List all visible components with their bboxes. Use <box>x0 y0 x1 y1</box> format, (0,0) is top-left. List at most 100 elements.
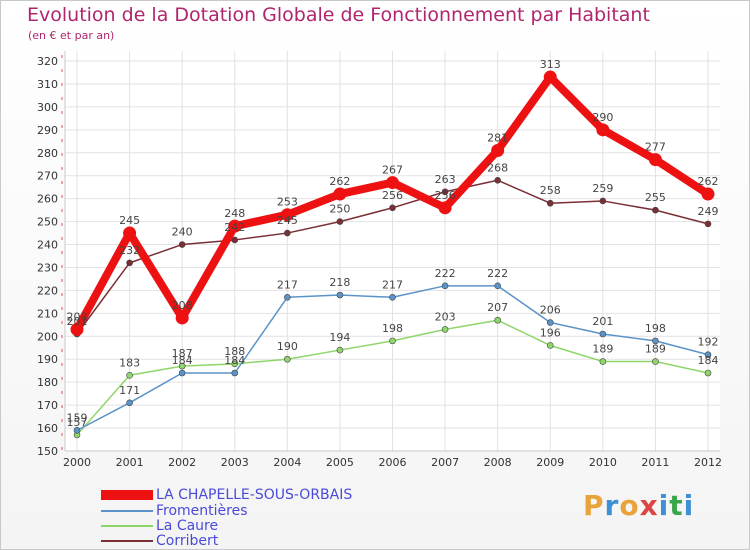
data-label: 248 <box>224 207 245 220</box>
y-tick-label: 150 <box>37 445 58 458</box>
data-point <box>652 206 659 214</box>
y-tick-label: 310 <box>37 78 58 91</box>
data-point <box>704 220 712 228</box>
logo-letter: i <box>683 489 695 522</box>
data-label: 217 <box>277 278 298 291</box>
data-label: 203 <box>67 310 88 323</box>
data-label: 245 <box>277 214 298 227</box>
data-label: 259 <box>592 182 613 195</box>
data-point <box>494 176 501 184</box>
data-label: 188 <box>224 345 245 358</box>
data-label: 242 <box>224 221 245 234</box>
y-tick-label: 230 <box>37 261 58 274</box>
data-label: 184 <box>698 354 719 367</box>
data-point <box>231 369 239 377</box>
data-point <box>596 123 610 137</box>
data-label: 258 <box>540 184 561 197</box>
data-point <box>336 218 344 225</box>
x-tick-label: 2010 <box>589 456 617 469</box>
data-label: 187 <box>172 347 193 360</box>
data-point <box>284 293 291 301</box>
data-label: 183 <box>119 356 140 369</box>
data-point <box>126 371 133 379</box>
data-point <box>599 358 607 365</box>
data-label: 159 <box>67 411 88 424</box>
x-tick-label: 2012 <box>694 456 722 469</box>
data-point <box>546 319 554 326</box>
data-label: 201 <box>67 315 88 328</box>
data-point <box>704 351 712 358</box>
data-point <box>280 208 294 222</box>
data-label: 190 <box>277 340 298 353</box>
data-point <box>441 282 449 290</box>
data-point <box>73 427 81 434</box>
x-tick-label: 2002 <box>168 456 196 469</box>
data-label: 245 <box>119 214 140 227</box>
data-point <box>441 326 449 333</box>
legend-label-corribert: Corribert <box>156 533 219 549</box>
data-label: 217 <box>382 278 403 291</box>
data-point <box>652 337 659 345</box>
legend-label-la-chapelle: LA CHAPELLE-SOUS-ORBAIS <box>156 487 353 503</box>
y-tick-label: 260 <box>37 193 58 206</box>
data-point <box>175 311 189 325</box>
data-label: 277 <box>645 141 666 154</box>
y-tick-label: 240 <box>37 239 58 252</box>
legend-swatch-la-chapelle <box>101 490 153 500</box>
data-label: 256 <box>382 189 403 202</box>
y-tick-label: 220 <box>37 284 58 297</box>
legend-label-fromentieres: Fromentières <box>156 503 248 519</box>
data-point <box>70 322 84 336</box>
data-label: 255 <box>645 191 666 204</box>
legend-swatch-fromentieres <box>101 510 153 512</box>
data-label: 194 <box>329 331 350 344</box>
legend-swatch-corribert <box>101 540 153 542</box>
data-label: 290 <box>592 111 613 124</box>
x-tick-label: 2000 <box>63 456 91 469</box>
data-point <box>543 70 557 84</box>
data-point <box>441 188 449 196</box>
y-tick-label: 160 <box>37 422 58 435</box>
data-point <box>284 355 291 363</box>
data-label: 268 <box>487 161 508 174</box>
data-label: 192 <box>698 336 719 349</box>
data-point <box>123 226 137 240</box>
data-label: 198 <box>382 322 403 335</box>
data-label: 250 <box>329 203 350 216</box>
data-label: 262 <box>329 175 350 188</box>
data-point <box>389 337 396 345</box>
data-point <box>126 259 133 267</box>
legend-swatch-la-caure <box>101 525 153 527</box>
data-point <box>333 187 347 201</box>
y-tick-label: 170 <box>37 399 58 412</box>
data-point <box>178 362 186 370</box>
x-tick-label: 2009 <box>536 456 564 469</box>
data-point <box>701 187 715 201</box>
data-label: 203 <box>435 310 456 323</box>
data-label: 222 <box>435 267 456 280</box>
data-point <box>546 342 554 349</box>
data-label: 184 <box>224 354 245 367</box>
data-point <box>494 316 501 324</box>
y-tick-label: 300 <box>37 101 58 114</box>
x-tick-label: 2004 <box>273 456 301 469</box>
data-label: 189 <box>645 343 666 356</box>
data-point <box>491 143 505 157</box>
data-point <box>652 358 659 365</box>
data-point <box>438 201 452 215</box>
data-label: 198 <box>645 322 666 335</box>
data-label: 281 <box>487 131 508 144</box>
x-tick-label: 2006 <box>379 456 407 469</box>
data-label: 184 <box>172 354 193 367</box>
data-label: 262 <box>698 175 719 188</box>
data-label: 253 <box>277 196 298 209</box>
chart-title: Evolution de la Dotation Globale de Fonc… <box>27 4 650 26</box>
data-point <box>284 229 291 237</box>
data-label: 196 <box>540 326 561 339</box>
data-point <box>386 176 399 190</box>
y-tick-label: 320 <box>37 55 58 68</box>
y-tick-label: 190 <box>37 353 58 366</box>
data-point <box>546 199 554 207</box>
data-point <box>126 399 133 407</box>
logo-letter: t <box>669 489 684 522</box>
